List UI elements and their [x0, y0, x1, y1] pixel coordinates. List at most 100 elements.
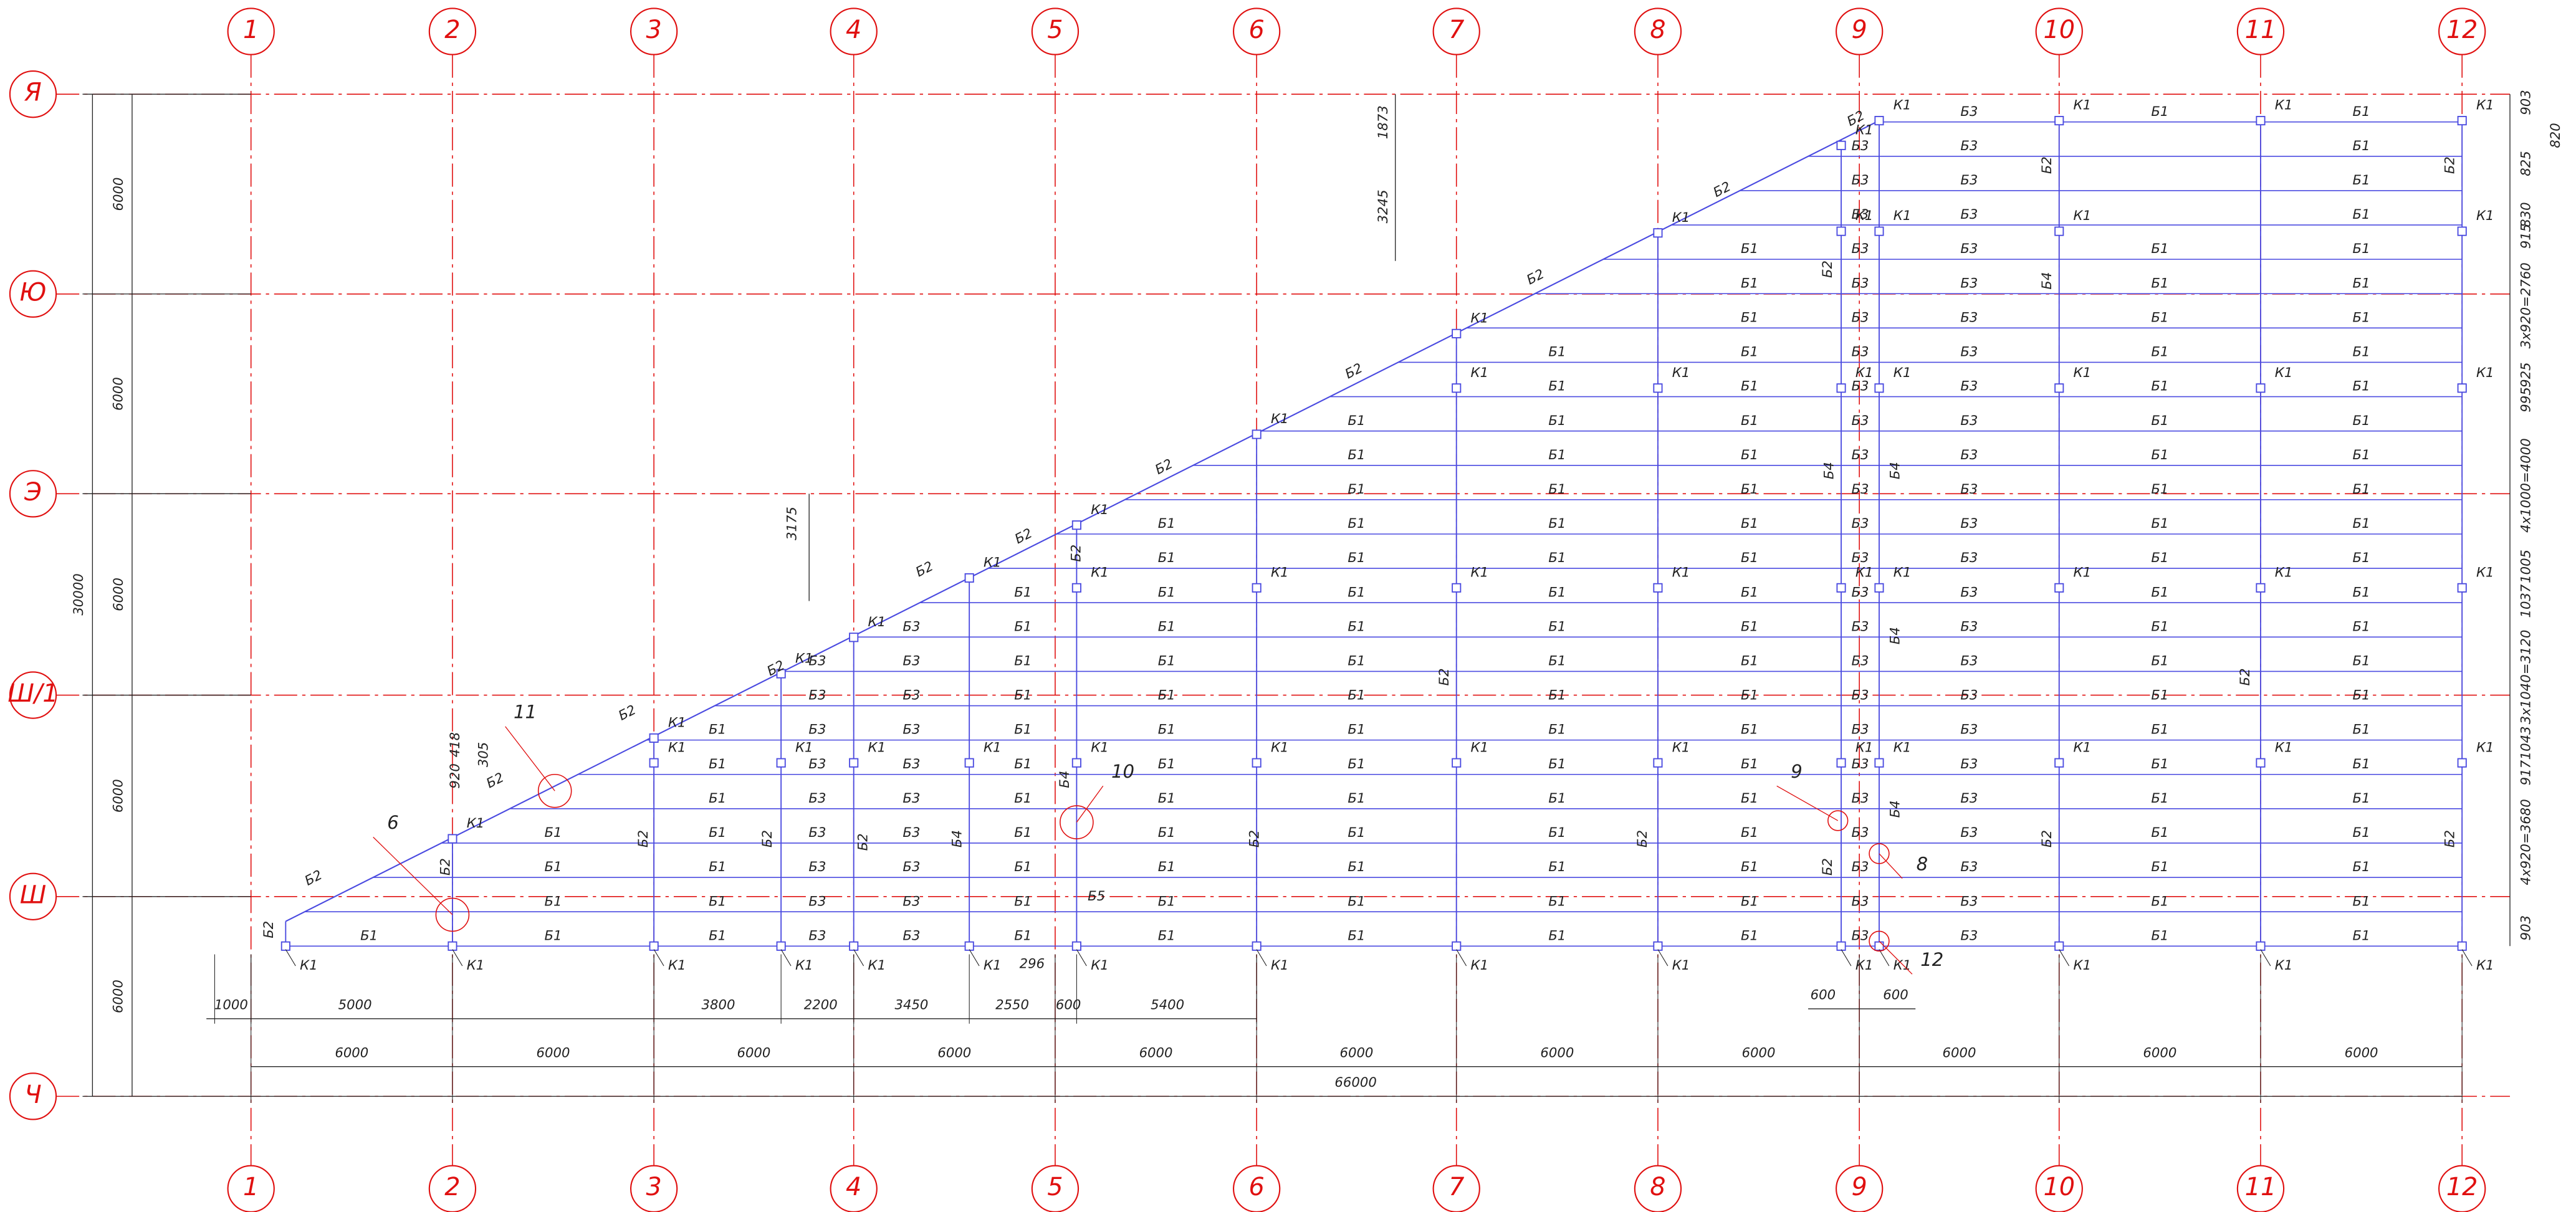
beam-mark: Б3	[903, 927, 920, 943]
beam-mark: Б1	[2151, 618, 2168, 634]
column-mark: К1	[1471, 565, 1489, 580]
beam-mark: Б1	[2353, 756, 2370, 771]
dim-text: 6000	[110, 377, 126, 411]
dim-text: 6000	[737, 1044, 770, 1060]
beam-mark: Б3	[1960, 206, 1978, 222]
leader	[2461, 949, 2473, 966]
callout-label: 6	[387, 812, 399, 833]
leader	[653, 949, 664, 966]
column-mark: К1	[2476, 208, 2494, 223]
dim-text: 6000	[2143, 1044, 2176, 1060]
edge-beam-mark: Б2	[616, 702, 638, 723]
dim-text: 6000	[1943, 1044, 1976, 1060]
column	[1653, 383, 1663, 393]
column	[2054, 583, 2064, 593]
dim-text: 30000	[70, 573, 86, 615]
beam-mark: Б1	[709, 722, 726, 737]
column-mark: К1	[2074, 957, 2092, 973]
axis-label: Я	[24, 79, 42, 107]
beam-mark: Б3	[1851, 893, 1869, 909]
edge-beam-mark: Б2	[1819, 260, 1835, 278]
column-mark: К1	[1271, 957, 1289, 973]
edge-beam-mark: Б2	[1436, 668, 1452, 685]
beam-mark: Б1	[1548, 927, 1566, 943]
column	[2457, 116, 2467, 126]
column	[1874, 383, 1884, 393]
beam-mark: Б1	[1348, 515, 1365, 531]
beam-mark: Б3	[1960, 172, 1978, 188]
axis-label: Ш/1	[7, 679, 58, 708]
axis-label: 4	[846, 16, 861, 44]
beam-mark: Б3	[1960, 515, 1978, 531]
column	[1071, 520, 1081, 530]
beam-mark: Б1	[1741, 893, 1758, 909]
column-mark: К1	[1855, 365, 1874, 380]
beam-mark: Б3	[1960, 653, 1978, 669]
column	[964, 941, 974, 951]
column	[1452, 383, 1462, 393]
dim-text: 6000	[1742, 1044, 1776, 1060]
column	[1071, 583, 1081, 593]
axis-label: Ч	[24, 1081, 41, 1109]
beam-mark: Б3	[1960, 309, 1978, 325]
beam-mark: Б1	[1014, 618, 1032, 634]
column	[2457, 383, 2467, 393]
beam-mark: Б1	[1348, 824, 1365, 840]
beam-mark: Б3	[808, 859, 826, 874]
callout-label: 10	[1111, 761, 1134, 782]
column-mark: К1	[1894, 739, 1912, 755]
beam-mark: Б3	[1960, 722, 1978, 737]
beam-mark: Б1	[1014, 653, 1032, 669]
column-mark: К1	[868, 614, 886, 629]
beam-mark: Б1	[545, 893, 562, 909]
dim-text: 305	[475, 742, 491, 767]
beam-mark: Б3	[1851, 378, 1869, 394]
beam-mark: Б1	[2151, 722, 2168, 737]
dim-text: 418	[447, 732, 462, 757]
column-mark: К1	[668, 739, 686, 755]
beam-mark: Б1	[2353, 206, 2370, 222]
dim-text: 1037	[2518, 584, 2534, 618]
roof-beam	[285, 120, 1880, 922]
beam-mark: Б1	[2353, 550, 2370, 565]
axis-label: 8	[1650, 16, 1665, 44]
column-mark: К1	[1471, 310, 1489, 326]
dim-text: 1000	[214, 997, 248, 1013]
beam-mark: Б1	[1158, 515, 1175, 531]
special-beam-mark: Б4	[1821, 462, 1836, 479]
axis-label: 1	[243, 1173, 259, 1201]
beam-mark: Б1	[545, 859, 562, 874]
column	[2457, 941, 2467, 951]
beam-mark: Б1	[1014, 893, 1032, 909]
beam-mark: Б1	[1548, 859, 1566, 874]
beam-mark: Б3	[1851, 859, 1869, 874]
column-mark: К1	[1894, 565, 1912, 580]
callout-leader	[1776, 785, 1839, 821]
callout-label: 8	[1917, 853, 1928, 874]
beam-mark: Б3	[808, 790, 826, 806]
callout-circle	[1827, 810, 1849, 831]
leader	[853, 949, 864, 966]
column-mark: К1	[1855, 208, 1874, 223]
axis-label: 10	[2043, 1173, 2075, 1201]
beam-mark: Б3	[1960, 378, 1978, 394]
column-mark: К1	[2476, 565, 2494, 580]
axis-bubble	[2035, 7, 2083, 55]
column-mark: К1	[1471, 365, 1489, 380]
column-mark: К1	[1855, 122, 1874, 137]
column-mark: К1	[300, 957, 318, 973]
column-mark: К1	[668, 715, 686, 730]
beam-mark: Б3	[1851, 584, 1869, 599]
axis-label: 11	[2245, 16, 2277, 44]
dim-text: 925	[2518, 362, 2534, 387]
beam-mark: Б3	[1960, 344, 1978, 360]
beam-mark: Б3	[808, 824, 826, 840]
axis-bubble	[1031, 7, 1080, 55]
column-mark: К1	[1672, 739, 1690, 755]
axis-bubble	[9, 70, 57, 118]
beam-mark: Б3	[1851, 653, 1869, 669]
edge-beam-mark: Б2	[1634, 830, 1650, 847]
beam-mark: Б3	[1960, 824, 1978, 840]
axis-label: Ю	[20, 278, 47, 307]
